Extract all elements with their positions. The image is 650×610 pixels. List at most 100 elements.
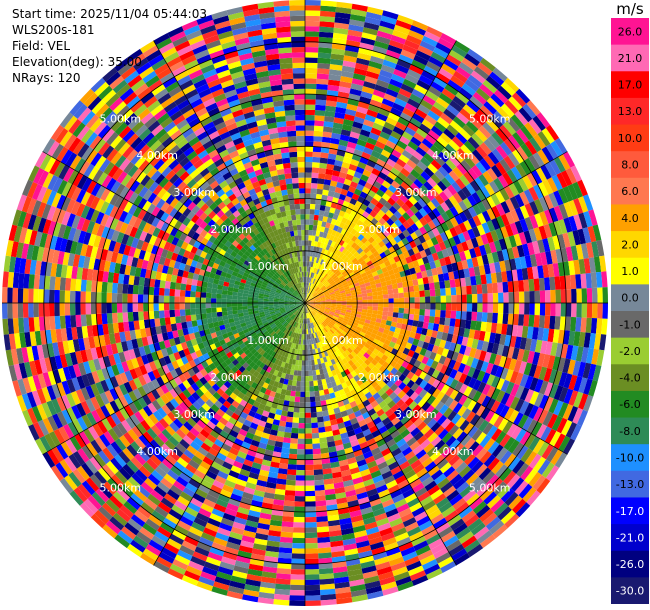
range-gate-cell bbox=[318, 167, 327, 174]
range-gate-cell bbox=[426, 254, 435, 263]
range-gate-cell bbox=[372, 310, 378, 315]
range-gate-cell bbox=[506, 324, 513, 336]
range-gate-cell bbox=[328, 313, 334, 318]
range-gate-cell bbox=[385, 116, 398, 127]
range-gate-cell bbox=[507, 281, 514, 293]
range-gate-cell bbox=[487, 303, 494, 313]
range-gate-cell bbox=[306, 287, 309, 293]
range-gate-cell bbox=[472, 226, 481, 238]
range-gate-cell bbox=[376, 247, 384, 255]
range-gate-cell bbox=[547, 263, 555, 278]
range-gate-cell bbox=[582, 362, 592, 379]
range-gate-cell bbox=[333, 276, 339, 282]
range-gate-cell bbox=[440, 310, 446, 318]
range-gate-cell bbox=[323, 249, 329, 256]
range-gate-cell bbox=[383, 271, 390, 278]
range-gate-cell bbox=[448, 325, 455, 335]
range-gate-cell bbox=[538, 394, 549, 410]
range-gate-cell bbox=[457, 362, 466, 374]
range-gate-cell bbox=[297, 370, 302, 376]
range-gate-cell bbox=[357, 323, 364, 329]
range-gate-cell bbox=[305, 438, 313, 445]
range-gate-cell bbox=[318, 31, 334, 38]
range-gate-cell bbox=[314, 298, 321, 301]
range-gate-cell bbox=[305, 41, 319, 48]
range-gate-cell bbox=[326, 284, 332, 289]
range-gate-cell bbox=[482, 79, 498, 94]
range-gate-cell bbox=[529, 391, 540, 405]
range-gate-cell bbox=[461, 259, 469, 270]
range-gate-cell bbox=[448, 195, 459, 207]
range-gate-cell bbox=[371, 287, 378, 293]
range-gate-cell bbox=[498, 355, 507, 368]
range-gate-cell bbox=[318, 236, 323, 243]
range-gate-cell bbox=[556, 417, 568, 434]
range-gate-cell bbox=[326, 317, 332, 322]
range-gate-cell bbox=[402, 347, 410, 356]
range-gate-cell bbox=[346, 300, 353, 303]
range-gate-cell bbox=[439, 132, 452, 144]
range-gate-cell bbox=[315, 495, 326, 502]
range-gate-cell bbox=[544, 209, 554, 224]
range-gate-cell bbox=[311, 272, 315, 279]
range-gate-cell bbox=[458, 211, 468, 223]
range-gate-cell bbox=[312, 310, 317, 315]
range-gate-cell bbox=[373, 193, 382, 202]
range-gate-cell bbox=[356, 139, 367, 147]
range-gate-cell bbox=[397, 357, 405, 366]
range-gate-cell bbox=[500, 379, 510, 393]
range-gate-cell bbox=[313, 309, 318, 313]
range-gate-cell bbox=[388, 135, 399, 145]
range-gate-cell bbox=[315, 303, 321, 305]
range-gate-cell bbox=[344, 288, 351, 293]
range-gate-cell bbox=[387, 269, 395, 276]
range-gate-cell bbox=[305, 469, 314, 476]
range-gate-cell bbox=[395, 121, 407, 132]
range-gate-cell bbox=[526, 490, 541, 506]
range-gate-cell bbox=[336, 244, 342, 251]
range-gate-cell bbox=[465, 276, 472, 287]
range-gate-cell bbox=[307, 287, 310, 294]
range-gate-cell bbox=[378, 197, 388, 206]
range-gate-cell bbox=[386, 158, 396, 168]
range-gate-cell bbox=[364, 342, 371, 350]
range-gate-cell bbox=[503, 453, 517, 468]
range-gate-cell bbox=[524, 216, 534, 231]
range-gate-cell bbox=[353, 260, 360, 267]
range-gate-cell bbox=[346, 322, 353, 327]
range-gate-cell bbox=[320, 277, 325, 283]
range-gate-cell bbox=[307, 355, 311, 361]
range-gate-cell bbox=[513, 359, 522, 373]
range-gate-cell bbox=[524, 140, 538, 155]
range-gate-cell bbox=[572, 407, 583, 425]
range-gate-cell bbox=[454, 391, 464, 403]
range-gate-cell bbox=[367, 273, 374, 279]
range-gate-cell bbox=[397, 207, 406, 216]
range-gate-cell bbox=[502, 281, 509, 293]
range-gate-cell bbox=[454, 318, 461, 328]
range-gate-cell bbox=[480, 321, 487, 332]
range-gate-cell bbox=[449, 227, 458, 238]
range-gate-cell bbox=[324, 267, 330, 274]
range-gate-cell bbox=[319, 264, 324, 271]
range-gate-cell bbox=[506, 346, 515, 359]
range-gate-cell bbox=[278, 547, 293, 554]
range-gate-cell bbox=[541, 128, 555, 144]
range-gate-cell bbox=[319, 317, 325, 322]
range-gate-cell bbox=[309, 283, 313, 289]
range-gate-cell bbox=[383, 93, 397, 103]
range-gate-cell bbox=[544, 428, 557, 445]
range-gate-cell bbox=[386, 226, 395, 234]
range-gate-cell bbox=[357, 342, 365, 349]
range-gate-cell bbox=[357, 266, 364, 272]
range-gate-cell bbox=[352, 300, 358, 303]
range-gate-cell bbox=[313, 279, 317, 285]
range-gate-cell bbox=[350, 83, 364, 92]
range-gate-cell bbox=[326, 269, 332, 275]
range-gate-cell bbox=[327, 239, 333, 246]
range-gate-cell bbox=[430, 105, 444, 117]
range-gate-cell bbox=[339, 332, 346, 338]
range-gate-cell bbox=[311, 427, 319, 434]
range-gate-cell bbox=[382, 221, 391, 230]
range-gate-cell bbox=[318, 282, 323, 288]
